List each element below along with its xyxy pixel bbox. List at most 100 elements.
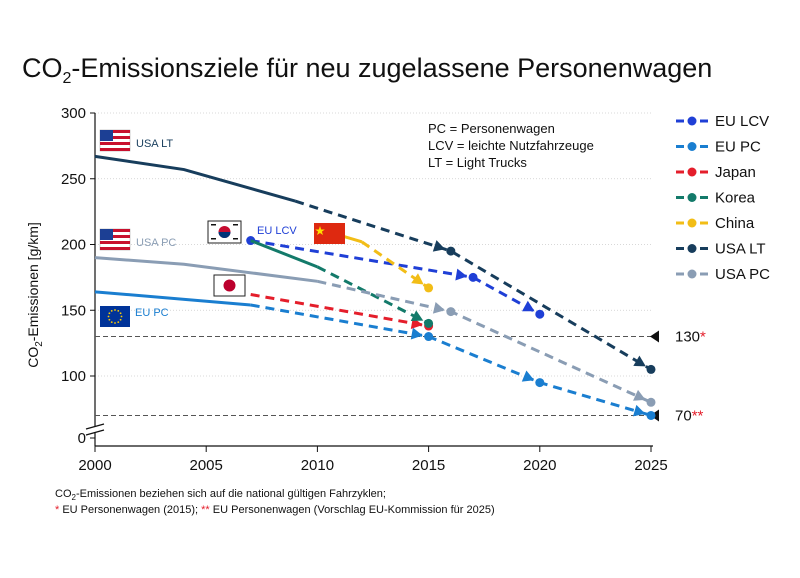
series-solid-line bbox=[94, 290, 251, 307]
legend-marker bbox=[687, 167, 697, 177]
series-arrowhead bbox=[633, 389, 646, 401]
y-tick-label: 100 bbox=[61, 368, 86, 385]
legend-item: Japan bbox=[676, 164, 756, 181]
series-point bbox=[535, 309, 545, 319]
series-arrowhead bbox=[522, 300, 535, 312]
flag-label-usa-pc: USA PC bbox=[136, 237, 176, 249]
series-point bbox=[446, 246, 456, 256]
legend-marker bbox=[687, 116, 697, 126]
series-usa-pc bbox=[94, 256, 656, 407]
y-tick-label: 300 bbox=[61, 105, 86, 122]
legend-marker bbox=[687, 218, 697, 228]
flag-label-usa-lt: USA LT bbox=[136, 138, 173, 150]
flag-label-eu-lcv: EU LCV bbox=[257, 225, 297, 237]
chart-title: CO2-Emissionsziele für neu zugelassene P… bbox=[22, 53, 712, 87]
legend-item: Korea bbox=[676, 190, 756, 207]
reference-marker bbox=[650, 330, 659, 343]
series-lines bbox=[94, 154, 656, 420]
legend-item: USA PC bbox=[676, 266, 770, 283]
series-dashed-line bbox=[316, 265, 430, 325]
x-tick-label: 2015 bbox=[412, 457, 445, 474]
flag-label-eu-pc: EU PC bbox=[135, 307, 169, 319]
series-dashed-line bbox=[294, 199, 652, 371]
usa-pc-flag-icon bbox=[99, 228, 131, 251]
tick-labels: 2000 2005 2010 2015 2020 2025 0 100 150 200 250 300 bbox=[61, 105, 668, 474]
korea-flag-icon bbox=[207, 220, 242, 244]
series-point bbox=[424, 283, 434, 293]
eu-star bbox=[117, 321, 120, 324]
series-point bbox=[446, 307, 456, 317]
y-tick-label: 0 bbox=[78, 430, 86, 447]
series-dashed-line bbox=[250, 303, 652, 417]
legend-label: EU PC bbox=[715, 139, 761, 156]
footnote-line-1: CO2-Emissionen beziehen sich auf die nat… bbox=[55, 488, 386, 502]
legend-item: EU LCV bbox=[676, 113, 769, 130]
x-tick-label: 2025 bbox=[634, 457, 667, 474]
series-point bbox=[646, 364, 656, 374]
reference-label: 130* bbox=[675, 329, 706, 346]
series-arrowhead bbox=[432, 301, 445, 314]
series-point bbox=[424, 332, 434, 342]
series-dashed-line bbox=[317, 279, 652, 404]
note-line: PC = Personenwagen bbox=[428, 121, 555, 136]
eu-star bbox=[110, 321, 113, 324]
legend-marker bbox=[687, 244, 697, 253]
eu-star bbox=[114, 309, 116, 311]
series-dashed-line bbox=[250, 292, 429, 328]
legend-marker bbox=[687, 142, 697, 151]
series-point bbox=[535, 378, 545, 388]
legend-label: USA LT bbox=[715, 241, 766, 258]
y-tick-label: 150 bbox=[61, 302, 86, 319]
series-point bbox=[646, 410, 656, 420]
series-arrowhead bbox=[411, 273, 424, 285]
series-solid-line bbox=[94, 256, 318, 283]
eu-star bbox=[114, 322, 116, 324]
series-arrowhead bbox=[521, 370, 535, 382]
china-flag-icon bbox=[314, 223, 345, 244]
abbreviation-notes: PC = Personenwagen LCV = leichte Nutzfah… bbox=[428, 121, 594, 170]
japan-flag-icon bbox=[213, 274, 246, 297]
eu-star bbox=[107, 315, 110, 318]
eu-star bbox=[120, 315, 123, 318]
series-arrowhead bbox=[410, 327, 423, 340]
eu-star bbox=[119, 312, 122, 315]
axes bbox=[85, 112, 653, 452]
series-point bbox=[424, 318, 434, 328]
series-arrowhead bbox=[455, 268, 468, 281]
eu-flag-icon bbox=[100, 306, 130, 327]
reference-label: 70** bbox=[675, 407, 704, 424]
footnote-line-2: * EU Personenwagen (2015); ** EU Persone… bbox=[55, 504, 495, 516]
eu-star bbox=[108, 318, 111, 321]
series-arrowhead bbox=[632, 404, 646, 417]
series-arrowhead bbox=[432, 240, 446, 252]
note-line: LCV = leichte Nutzfahrzeuge bbox=[428, 138, 594, 153]
series-point bbox=[646, 397, 656, 407]
legend-label: Japan bbox=[715, 164, 756, 181]
x-tick-label: 2005 bbox=[190, 457, 223, 474]
legend-item: USA LT bbox=[676, 241, 766, 258]
usa-lt-flag-icon bbox=[99, 129, 131, 152]
axis-break bbox=[85, 423, 105, 430]
series-arrowhead bbox=[633, 355, 646, 367]
legend-label: China bbox=[715, 215, 755, 232]
x-tick-label: 2000 bbox=[78, 457, 111, 474]
note-line: LT = Light Trucks bbox=[428, 155, 527, 170]
series-korea bbox=[250, 239, 434, 328]
x-tick-label: 2010 bbox=[301, 457, 334, 474]
series-solid-line bbox=[250, 239, 318, 269]
eu-star bbox=[108, 312, 111, 315]
y-axis-label: CO2-Emissionen [g/km] bbox=[25, 222, 45, 368]
legend-marker bbox=[687, 193, 697, 202]
y-tick-label: 250 bbox=[61, 171, 86, 188]
legend-label: EU LCV bbox=[715, 113, 769, 130]
legend-label: USA PC bbox=[715, 266, 770, 283]
eu-star bbox=[117, 309, 120, 312]
eu-star bbox=[110, 309, 113, 312]
series-eu-pc bbox=[94, 290, 656, 420]
y-tick-label: 200 bbox=[61, 237, 86, 254]
axis-break bbox=[85, 429, 105, 436]
series-usa-lt bbox=[94, 154, 656, 374]
series-point bbox=[468, 272, 478, 282]
legend: EU LCV EU PC Japan Korea China USA LT USA PC bbox=[676, 113, 770, 283]
